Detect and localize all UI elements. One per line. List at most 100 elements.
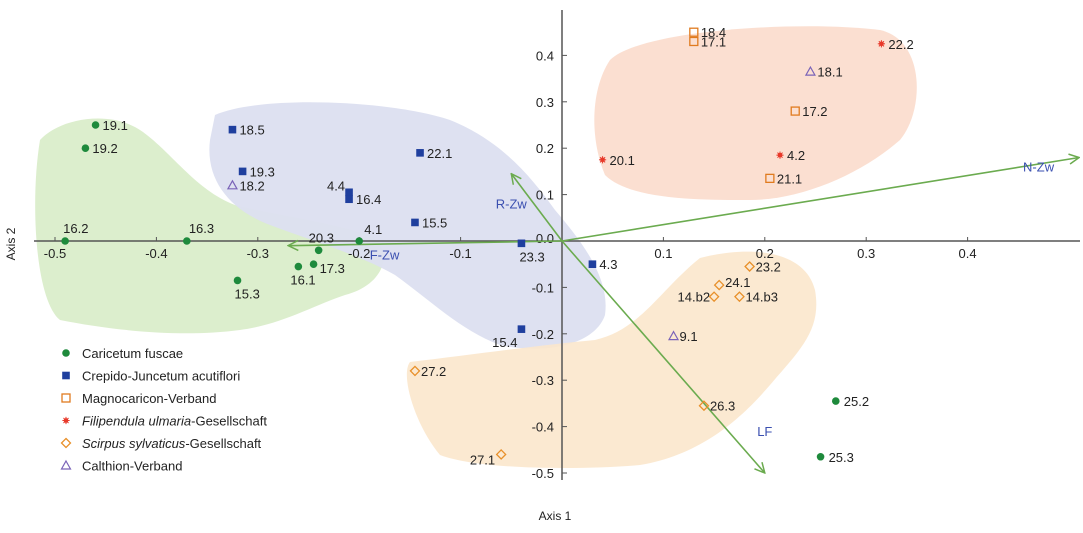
vector-r-zw-label: R-Zw <box>496 197 528 212</box>
point-20-1 <box>598 156 607 164</box>
point-label: 22.1 <box>427 146 452 161</box>
point-14-b3 <box>734 291 745 303</box>
x-tick-label: 0.3 <box>857 246 875 261</box>
point-23-2 <box>744 261 756 272</box>
origin-tick-label: 0.0 <box>536 231 554 246</box>
x-tick-label: -0.1 <box>449 246 471 261</box>
point-label: 16.4 <box>356 192 381 207</box>
y-tick-label: 0.2 <box>536 141 554 156</box>
point-label: 23.2 <box>756 260 781 275</box>
point-17-3 <box>309 260 318 269</box>
hull-caricetum-fuscae <box>35 118 384 334</box>
x-tick-label: 0.1 <box>654 246 672 261</box>
y-tick-label: -0.5 <box>532 466 554 481</box>
point-16-1 <box>294 262 303 271</box>
x-tick-label: 0.2 <box>756 246 774 261</box>
point-label: 16.2 <box>63 221 88 236</box>
vector-lf-arrow <box>561 240 765 473</box>
legend-marker <box>62 371 70 380</box>
point-label: 4.2 <box>787 148 805 163</box>
point-15-3 <box>233 276 242 285</box>
x-tick-label: -0.5 <box>44 246 66 261</box>
point-label: 24.1 <box>725 275 750 290</box>
point-label: 18.1 <box>817 65 842 80</box>
point-25-2 <box>831 397 840 405</box>
legend-item-scirpus-sylvaticus-gesellschaft: Scirpus sylvaticus-Gesellschaft <box>60 436 262 451</box>
series-scirpus-sylvaticus-gesellschaft: 23.2 24.1 14.b2 14.b3 27.2 26.3 27.1 <box>409 260 781 467</box>
point-label: 19.3 <box>250 164 275 179</box>
point-label: 25.3 <box>829 450 854 465</box>
x-tick-label: -0.3 <box>247 246 269 261</box>
legend-marker <box>60 459 72 470</box>
point-label: 4.4 <box>327 178 345 193</box>
point-label: 15.5 <box>422 215 447 230</box>
point-label: 4.1 <box>364 222 382 237</box>
point-label: 16.3 <box>189 221 214 236</box>
point-19-2 <box>81 144 90 152</box>
point-18-1 <box>804 65 816 76</box>
point-15-4 <box>517 325 526 333</box>
point-24-1 <box>713 279 725 291</box>
y-tick-label: -0.3 <box>532 373 554 388</box>
point-label: 27.2 <box>421 364 446 379</box>
series-caricetum-fuscae: 19.1 19.2 16.2 16.3 20.3 4.1 17.3 16.1 15.3 25.2 2… <box>61 118 869 465</box>
point-18-4 <box>689 27 699 37</box>
legend-label: Caricetum fuscae <box>82 346 183 361</box>
legend-item-crepido-juncetum-acutiflori: Crepido-Juncetum acutiflori <box>62 369 240 384</box>
y-tick-label: -0.1 <box>532 280 554 295</box>
series-calthion-verband: 18.1 18.2 9.1 <box>226 65 843 344</box>
point-14-b2 <box>708 291 720 303</box>
point-20-3 <box>314 246 323 255</box>
legend-marker <box>62 349 70 357</box>
point-label: 19.1 <box>103 118 128 133</box>
series-magnocaricon-verband: 18.417.1 17.2 21.1 <box>689 25 828 186</box>
point-15-5 <box>411 218 419 227</box>
point-25-3 <box>816 452 825 461</box>
point-4-2 <box>776 151 784 159</box>
point-4-4 <box>345 188 353 197</box>
legend-marker <box>61 393 71 403</box>
vector-n-zw-arrow <box>561 157 1079 242</box>
y-tick-label: 0.3 <box>536 95 554 110</box>
y-axis-title: Axis 2 <box>4 227 18 260</box>
point-label: 18.5 <box>239 123 264 138</box>
point-22-2 <box>877 40 886 48</box>
point-16-4 <box>345 195 353 204</box>
legend-item-magnocaricon-verband: Magnocaricon-Verband <box>61 391 216 406</box>
point-label: 4.3 <box>599 257 617 272</box>
environment-vectors: N-Zw R-Zw F-Zw LF <box>288 157 1079 473</box>
legend-item-calthion-verband: Calthion-Verband <box>60 459 182 474</box>
point-18-2 <box>226 179 238 190</box>
data-points: 19.1 19.2 16.2 16.3 20.3 4.1 17.3 16.1 15.3 25.2 2… <box>61 25 914 467</box>
point-label: 14.b3 <box>745 290 778 305</box>
y-tick-label: -0.2 <box>532 327 554 342</box>
x-tick-label: 0.4 <box>959 246 977 261</box>
point-16-2 <box>61 237 69 245</box>
legend-item-caricetum-fuscae: Caricetum fuscae <box>62 346 183 361</box>
point-27-2 <box>409 365 421 377</box>
y-tick-label: -0.4 <box>532 420 554 435</box>
vector-f-zw-arrow <box>288 241 563 246</box>
x-tick-label: -0.2 <box>348 246 370 261</box>
point-label: 23.3 <box>519 249 544 264</box>
point-label: 14.b2 <box>678 290 711 305</box>
point-label: 26.3 <box>710 399 735 414</box>
point-21-1 <box>765 173 775 184</box>
point-label: 21.1 <box>777 171 802 186</box>
point-label: 20.3 <box>309 230 334 245</box>
point-18-5 <box>228 125 237 134</box>
x-tick-label: -0.4 <box>145 246 167 261</box>
point-9-1 <box>668 330 680 341</box>
point-17-1 <box>689 36 699 47</box>
legend-label: Magnocaricon-Verband <box>82 391 216 406</box>
point-label: 15.4 <box>492 335 517 350</box>
vector-f-zw-label: F-Zw <box>370 248 400 263</box>
legend-label: Scirpus sylvaticus-Gesellschaft <box>82 436 262 451</box>
y-tick-label: 0.4 <box>536 48 554 63</box>
legend-marker <box>62 416 70 425</box>
point-17-2 <box>790 106 800 116</box>
y-ticks: 0.4 0.3 0.2 0.1 -0.1 -0.2 -0.3 -0.4 -0.5 <box>532 48 567 481</box>
vector-lf-label: LF <box>757 424 772 439</box>
point-label: 20.1 <box>610 153 635 168</box>
